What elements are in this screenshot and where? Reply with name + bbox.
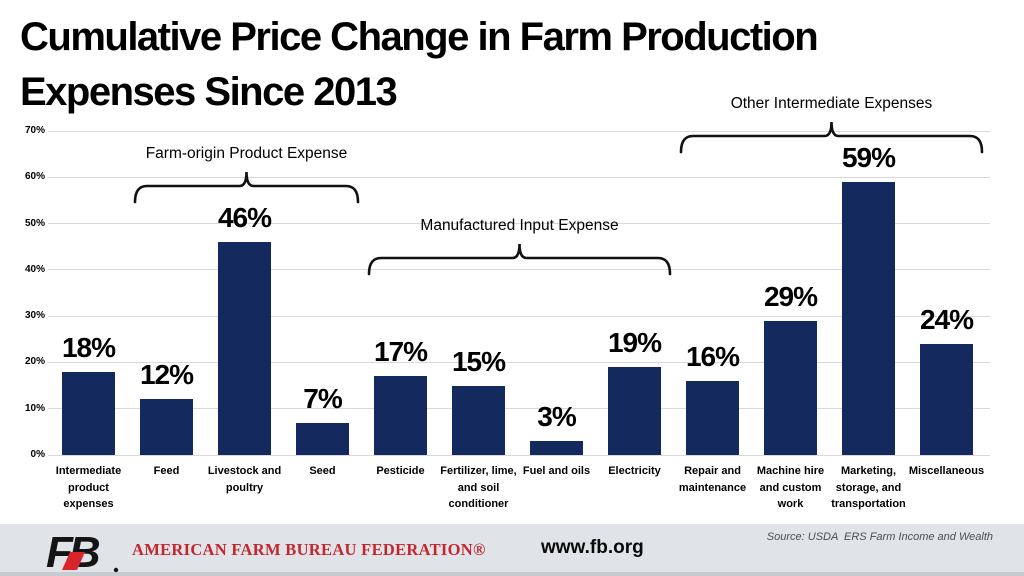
bar bbox=[296, 422, 349, 455]
footer: FB AMERICAN FARM BUREAU FEDERATION® www.… bbox=[0, 524, 1024, 576]
afbf-logo-icon: FB bbox=[46, 530, 119, 574]
y-axis-tick-label: 0% bbox=[30, 449, 45, 460]
bar-value-label: 29% bbox=[763, 280, 818, 312]
y-axis-tick-label: 40% bbox=[24, 263, 45, 275]
category-label: Miscellaneous bbox=[908, 465, 985, 477]
y-axis-tick-label: 50% bbox=[24, 217, 45, 229]
bar-value-label: 17% bbox=[373, 336, 428, 368]
bar-value-label: 24% bbox=[919, 303, 974, 335]
bar bbox=[842, 181, 895, 455]
bar bbox=[920, 343, 973, 455]
gridline bbox=[48, 223, 990, 225]
chart-title: Cumulative Price Change in Farm Producti… bbox=[20, 15, 819, 115]
category-label: Pesticide bbox=[376, 465, 425, 477]
bar-value-label: 16% bbox=[685, 340, 740, 372]
bar bbox=[530, 441, 583, 455]
category-label: Seed bbox=[309, 465, 336, 477]
category-label: Intermediate product expenses bbox=[55, 465, 122, 510]
bar bbox=[140, 399, 193, 455]
bar-value-label: 19% bbox=[607, 327, 662, 359]
source-note: Source: USDA ERS Farm Income and Wealth bbox=[766, 531, 993, 543]
bar bbox=[608, 367, 661, 455]
bar bbox=[686, 380, 739, 455]
gridline bbox=[48, 130, 990, 132]
category-label: Repair and maintenance bbox=[678, 465, 747, 494]
gridline bbox=[48, 176, 990, 178]
category-label: Electricity bbox=[608, 465, 661, 477]
gridline bbox=[48, 361, 990, 363]
y-axis-tick-label: 60% bbox=[24, 171, 45, 183]
bar-value-label: 3% bbox=[537, 401, 576, 433]
group-label: Farm-origin Product Expense bbox=[145, 145, 348, 162]
category-label: Livestock and poultry bbox=[207, 465, 282, 494]
category-label: Feed bbox=[153, 465, 180, 477]
bar-value-label: 59% bbox=[841, 141, 896, 173]
bar-value-label: 12% bbox=[139, 359, 194, 391]
group-label: Other Intermediate Expenses bbox=[730, 95, 933, 112]
y-axis-tick-label: 70% bbox=[24, 125, 45, 136]
gridline bbox=[48, 454, 990, 456]
bar bbox=[764, 320, 817, 455]
bar-value-label: 46% bbox=[217, 202, 272, 234]
bar bbox=[218, 242, 271, 455]
bar-value-label: 18% bbox=[61, 331, 116, 363]
y-axis-tick-label: 20% bbox=[24, 356, 45, 368]
y-axis-tick-label: 10% bbox=[24, 402, 45, 414]
bar bbox=[62, 371, 115, 455]
category-label: Machine hire and custom work bbox=[756, 465, 825, 510]
website-url[interactable]: www.fb.org bbox=[541, 537, 644, 558]
gridline bbox=[48, 408, 990, 410]
y-axis-tick-label: 30% bbox=[24, 310, 45, 322]
bar-value-label: 15% bbox=[451, 345, 506, 377]
bar bbox=[452, 385, 505, 455]
group-label: Manufactured Input Expense bbox=[420, 217, 619, 234]
org-name: AMERICAN FARM BUREAU FEDERATION® bbox=[132, 540, 486, 559]
category-label: Fertilizer, lime, and soil conditioner bbox=[440, 465, 517, 510]
category-label: Marketing, storage, and transportation bbox=[831, 465, 906, 510]
category-label: Fuel and oils bbox=[522, 465, 591, 477]
bar bbox=[374, 376, 427, 455]
gridline bbox=[48, 315, 990, 317]
bar-value-label: 7% bbox=[303, 382, 342, 414]
